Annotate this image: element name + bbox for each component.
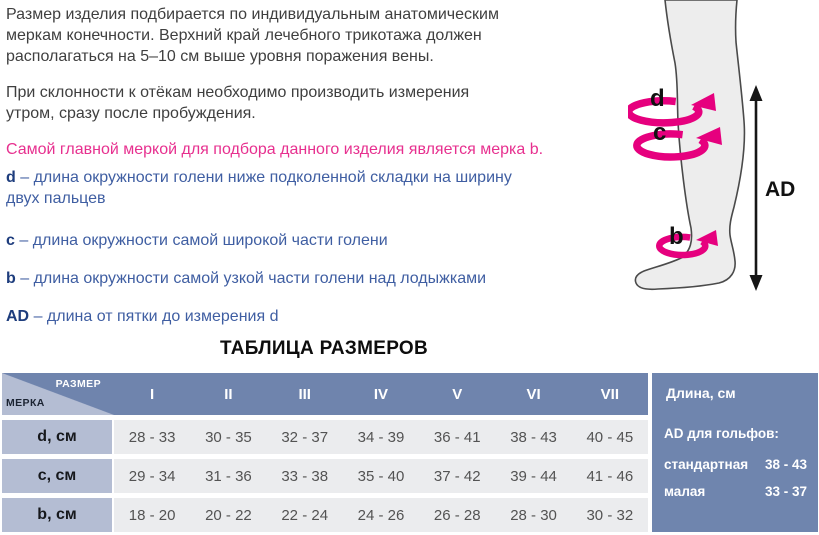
length-panel-header: Длина, см (666, 385, 736, 401)
size-table-title: ТАБЛИЦА РАЗМЕРОВ (219, 338, 429, 359)
size-range-cell: 31 - 36 (190, 459, 267, 493)
size-column-header: II (224, 385, 233, 403)
measure-description: – длина от пятки до измерения d (33, 308, 279, 325)
size-range-cell: 29 - 34 (114, 459, 191, 493)
size-range-cell: 18 - 20 (114, 498, 191, 532)
size-table-row: b, см 18 - 20 20 - 22 22 - 24 24 - 26 26 - 28… (2, 498, 648, 532)
size-table-body: d, см 28 - 33 30 - 35 32 - 37 34 - 39 36 - 41… (2, 420, 648, 532)
size-range-cell: 37 - 42 (419, 459, 496, 493)
leg-measurement-illustration: d c b AD (625, 0, 818, 312)
size-range-cell: 40 - 45 (571, 420, 648, 454)
size-range-cell: 30 - 32 (571, 498, 648, 532)
row-label: b, см (2, 498, 114, 532)
band-d-arrowhead-icon (691, 93, 716, 111)
size-range-cell: 35 - 40 (342, 459, 420, 493)
size-range-cell: 30 - 35 (190, 420, 267, 454)
size-range-cell: 39 - 44 (495, 459, 572, 493)
leg-label-d: d (650, 85, 665, 112)
length-options: стандартная 38 - 43 малая 33 - 37 (664, 457, 807, 511)
measure-letter: b (6, 270, 16, 287)
measure-definition-d: d – длина окружности голени ниже подколе… (6, 167, 628, 209)
size-column-header: IV (373, 385, 389, 403)
band-c (633, 130, 709, 161)
ad-arrow-down-icon (749, 275, 763, 291)
measure-definition-AD: AD – длина от пятки до измерения d (6, 306, 628, 327)
band-d (625, 97, 703, 127)
measure-definition-b: b – длина окружности самой узкой части г… (6, 268, 628, 289)
measure-description: – длина окружности голени ниже подколенн… (6, 169, 512, 207)
measure-letter: c (6, 232, 15, 249)
size-range-cell: 34 - 39 (342, 420, 420, 454)
main-measure-note: Самой главной меркой для подбора данного… (6, 141, 544, 158)
length-option-label: малая (664, 484, 706, 499)
row-label: d, см (2, 420, 114, 454)
measure-definition-c: c – длина окружности самой широкой части… (6, 230, 628, 251)
size-table-header-row: РАЗМЕР МЕРКА I II III IV V VI VII (2, 373, 648, 415)
size-range-cell: 32 - 37 (266, 420, 343, 454)
leg-label-c: c (653, 119, 666, 146)
size-column-header: V (452, 385, 463, 403)
length-option-row: малая 33 - 37 (664, 484, 807, 499)
measure-description: – длина окружности самой широкой части г… (19, 232, 388, 249)
ad-arrow-up-icon (749, 85, 763, 101)
size-range-cell: 24 - 26 (342, 498, 420, 532)
length-option-value: 33 - 37 (764, 484, 807, 499)
size-range-cell: 33 - 38 (266, 459, 343, 493)
band-b-arrowhead-icon (696, 230, 718, 246)
size-column-headers: I II III IV V VI VII (114, 373, 648, 415)
size-range-cell: 26 - 28 (419, 498, 496, 532)
size-range-cell: 28 - 30 (495, 498, 572, 532)
size-column-header: VII (600, 385, 619, 403)
band-b (656, 233, 709, 259)
band-c-arrowhead-icon (696, 127, 722, 145)
corner-label-size: РАЗМЕР (55, 378, 101, 390)
size-table-row: c, см 29 - 34 31 - 36 33 - 38 35 - 40 37 - 42… (2, 459, 648, 493)
size-range-cell: 36 - 41 (419, 420, 496, 454)
size-range-cell: 41 - 46 (571, 459, 648, 493)
row-label: c, см (2, 459, 114, 493)
morning-measure-paragraph: При склонности к отёкам необходимо произ… (6, 84, 470, 122)
length-panel-subheader: AD для гольфов: (664, 426, 779, 441)
size-column-header: III (298, 385, 311, 403)
length-option-label: стандартная (664, 457, 749, 472)
measure-definitions: d – длина окружности голени ниже подколе… (6, 167, 628, 327)
size-range-cell: 28 - 33 (114, 420, 191, 454)
length-option-row: стандартная 38 - 43 (664, 457, 807, 472)
leg-silhouette (634, 0, 746, 291)
corner-label-measure: МЕРКА (6, 397, 45, 409)
size-range-cell: 38 - 43 (495, 420, 572, 454)
intro-text-block: Размер изделия подбирается по индивидуал… (6, 4, 628, 344)
size-range-cell: 20 - 22 (190, 498, 267, 532)
measure-description: – длина окружности самой узкой части гол… (20, 270, 487, 287)
leg-label-b: b (669, 223, 684, 250)
size-column-header: I (150, 385, 155, 403)
measure-letter: AD (6, 308, 30, 325)
size-table-corner-cell: РАЗМЕР МЕРКА (2, 373, 114, 415)
measure-letter: d (6, 169, 16, 186)
length-option-value: 38 - 43 (764, 457, 807, 472)
length-panel: Длина, см AD для гольфов: стандартная 38 … (652, 373, 818, 532)
leg-label-ad: AD (765, 178, 795, 201)
size-range-cell: 22 - 24 (266, 498, 343, 532)
sizing-paragraph: Размер изделия подбирается по индивидуал… (6, 6, 499, 65)
size-table: РАЗМЕР МЕРКА I II III IV V VI VII d, см 28 - 33… (2, 373, 648, 532)
size-table-row: d, см 28 - 33 30 - 35 32 - 37 34 - 39 36 - 41… (2, 420, 648, 454)
size-column-header: VI (526, 385, 541, 403)
